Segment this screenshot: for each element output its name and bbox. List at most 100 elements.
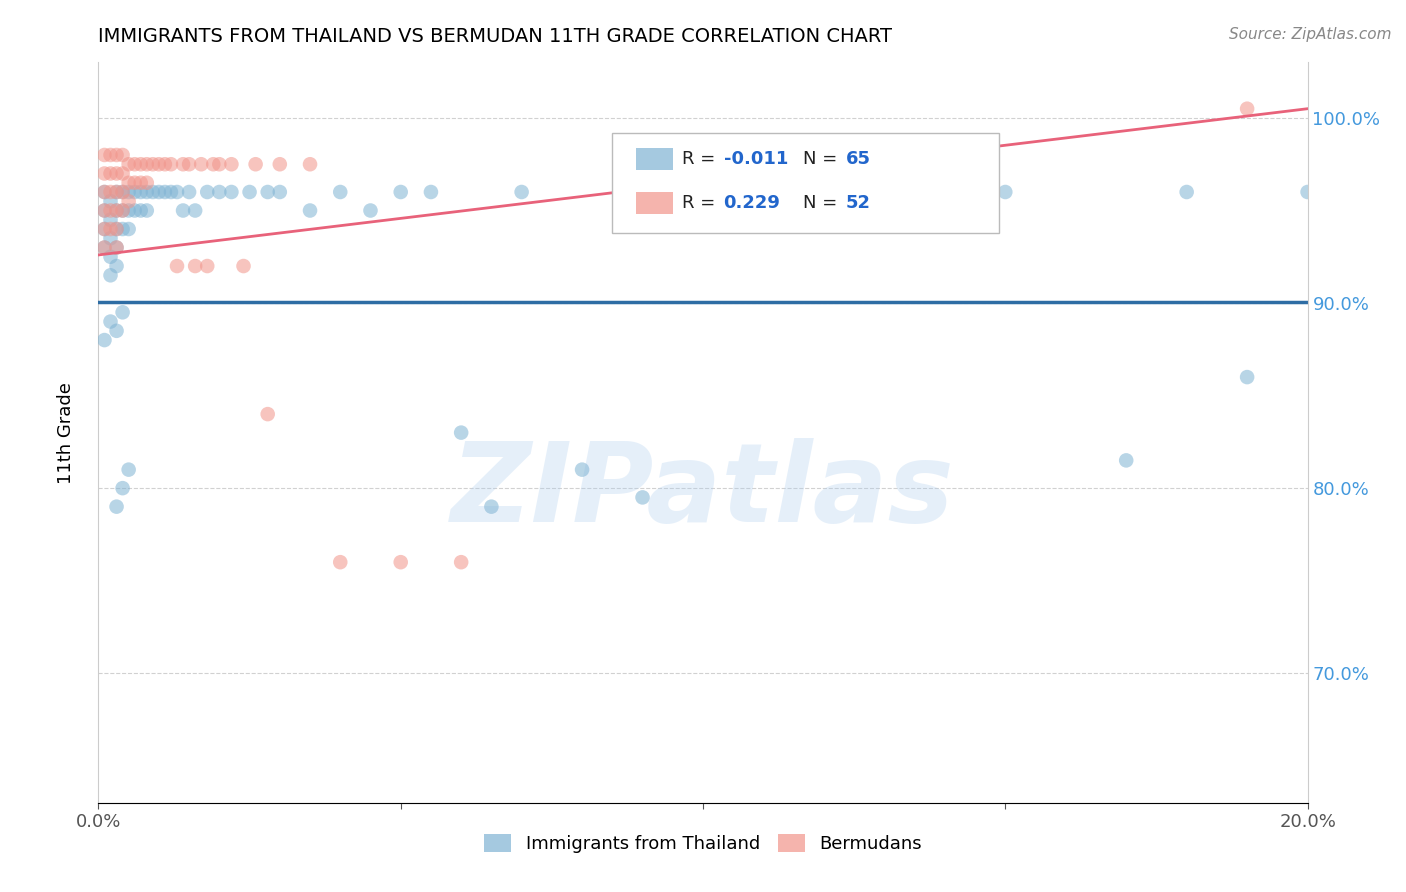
Point — [93, 240, 115, 254]
Point — [299, 157, 322, 171]
Point — [129, 203, 152, 218]
Point — [100, 231, 122, 245]
Point — [93, 203, 115, 218]
Point — [172, 157, 194, 171]
Text: ZIPatlas: ZIPatlas — [451, 438, 955, 545]
Point — [100, 185, 122, 199]
Point — [93, 222, 115, 236]
Point — [105, 259, 128, 273]
Point — [93, 166, 115, 180]
Point — [202, 157, 225, 171]
Point — [111, 166, 134, 180]
Point — [692, 185, 714, 199]
Point — [93, 185, 115, 199]
Point — [100, 203, 122, 218]
Point — [245, 157, 267, 171]
FancyBboxPatch shape — [637, 147, 672, 169]
Point — [100, 212, 122, 227]
Point — [93, 333, 115, 347]
Point — [93, 240, 115, 254]
Text: R =: R = — [682, 150, 721, 168]
Point — [105, 203, 128, 218]
Point — [208, 157, 231, 171]
Point — [873, 185, 896, 199]
Point — [256, 407, 278, 421]
Point — [450, 425, 472, 440]
Text: 65: 65 — [845, 150, 870, 168]
Point — [195, 185, 218, 199]
Point — [329, 185, 352, 199]
Point — [93, 203, 115, 218]
Point — [118, 203, 141, 218]
Point — [105, 203, 128, 218]
Point — [93, 222, 115, 236]
Point — [360, 203, 382, 218]
Point — [184, 259, 207, 273]
Text: -0.011: -0.011 — [724, 150, 787, 168]
Point — [111, 222, 134, 236]
Legend: Immigrants from Thailand, Bermudans: Immigrants from Thailand, Bermudans — [477, 827, 929, 861]
Point — [100, 148, 122, 162]
Point — [100, 268, 122, 283]
Text: N =: N = — [803, 194, 844, 212]
Point — [118, 194, 141, 209]
Point — [105, 324, 128, 338]
Point — [142, 185, 165, 199]
Point — [135, 185, 157, 199]
Point — [105, 222, 128, 236]
Point — [93, 185, 115, 199]
Point — [208, 185, 231, 199]
Point — [100, 314, 122, 328]
Point — [221, 157, 243, 171]
Point — [481, 500, 503, 514]
Point — [994, 185, 1017, 199]
Point — [124, 185, 146, 199]
Point — [118, 222, 141, 236]
Point — [124, 157, 146, 171]
Point — [105, 500, 128, 514]
Point — [105, 185, 128, 199]
Point — [190, 157, 212, 171]
Point — [179, 157, 201, 171]
Point — [111, 481, 134, 495]
Point — [160, 185, 183, 199]
FancyBboxPatch shape — [613, 133, 1000, 233]
Point — [111, 305, 134, 319]
Point — [160, 157, 183, 171]
Point — [571, 462, 593, 476]
Point — [118, 462, 141, 476]
Text: 0.229: 0.229 — [724, 194, 780, 212]
Point — [129, 176, 152, 190]
Point — [105, 240, 128, 254]
Point — [420, 185, 443, 199]
Point — [111, 185, 134, 199]
Point — [100, 166, 122, 180]
Point — [118, 157, 141, 171]
Point — [142, 157, 165, 171]
Point — [105, 166, 128, 180]
Point — [450, 555, 472, 569]
Point — [389, 185, 412, 199]
Point — [269, 185, 291, 199]
Point — [166, 185, 188, 199]
Point — [195, 259, 218, 273]
Point — [135, 203, 157, 218]
Point — [256, 185, 278, 199]
Text: IMMIGRANTS FROM THAILAND VS BERMUDAN 11TH GRADE CORRELATION CHART: IMMIGRANTS FROM THAILAND VS BERMUDAN 11T… — [98, 27, 893, 45]
Point — [124, 176, 146, 190]
Point — [100, 250, 122, 264]
Text: R =: R = — [682, 194, 721, 212]
Point — [153, 185, 176, 199]
Point — [118, 176, 141, 190]
Point — [148, 185, 170, 199]
Point — [179, 185, 201, 199]
Point — [124, 203, 146, 218]
Point — [153, 157, 176, 171]
Point — [510, 185, 533, 199]
Point — [1296, 185, 1319, 199]
Point — [752, 185, 775, 199]
Point — [299, 203, 322, 218]
Point — [100, 222, 122, 236]
Point — [93, 148, 115, 162]
Point — [631, 491, 654, 505]
